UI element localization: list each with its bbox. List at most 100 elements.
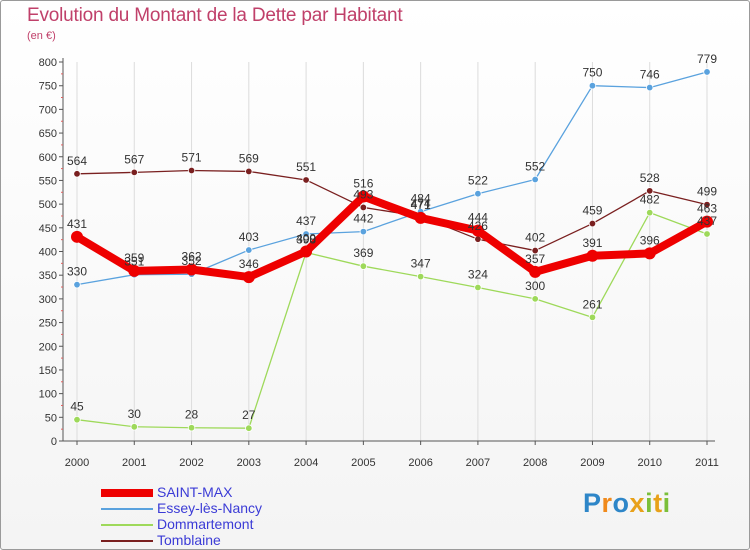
data-label: 516 — [353, 177, 373, 191]
data-point — [73, 280, 81, 289]
legend-swatch — [101, 524, 153, 526]
data-point — [185, 263, 198, 276]
logo-letter: o — [612, 488, 630, 518]
series-line — [76, 212, 708, 429]
data-label: 398 — [296, 232, 316, 246]
data-label: 522 — [468, 174, 488, 188]
x-tick-label: 2010 — [637, 457, 661, 469]
y-tick-label: 450 — [39, 223, 57, 235]
logo-letter: i — [662, 488, 671, 518]
data-label: 474 — [411, 196, 431, 210]
data-label: 402 — [525, 231, 545, 245]
data-label: 346 — [239, 257, 259, 271]
data-point — [416, 272, 425, 281]
x-tick-label: 2008 — [523, 457, 547, 469]
x-tick-label: 2002 — [179, 457, 203, 469]
logo-letter: x — [629, 488, 646, 518]
data-point — [474, 190, 482, 198]
data-point — [646, 83, 654, 92]
chart-title: Evolution du Montant de la Dette par Hab… — [27, 5, 403, 26]
data-point — [586, 249, 599, 262]
logo-letter: i — [645, 488, 654, 518]
legend-label: Dommartemont — [157, 516, 254, 532]
legend-swatch — [101, 508, 153, 510]
series-line — [76, 71, 708, 286]
data-label: 426 — [468, 219, 488, 233]
series-line — [73, 192, 711, 282]
data-point — [471, 224, 484, 237]
x-tick-label: 2011 — [695, 457, 719, 469]
data-label: 261 — [582, 297, 602, 311]
data-point — [703, 200, 711, 209]
data-label: 330 — [67, 265, 87, 279]
data-label: 564 — [67, 154, 87, 168]
data-point — [300, 245, 313, 258]
data-point — [588, 219, 597, 228]
data-point — [531, 175, 539, 184]
data-label: 27 — [242, 408, 256, 422]
x-tick-label: 2001 — [122, 457, 146, 469]
data-label: 499 — [697, 185, 717, 199]
proxiti-logo: Proxiti — [583, 488, 671, 519]
data-label: 347 — [411, 257, 431, 271]
data-label: 403 — [239, 230, 259, 244]
data-point — [73, 170, 81, 178]
data-point — [128, 264, 141, 277]
data-label: 30 — [128, 407, 142, 421]
data-label: 459 — [582, 204, 602, 218]
y-tick-label: 250 — [39, 318, 57, 330]
y-tick-label: 550 — [39, 175, 57, 187]
data-point — [703, 230, 711, 238]
data-label: 359 — [124, 251, 144, 265]
data-label: 396 — [640, 233, 660, 247]
data-point — [187, 166, 196, 175]
data-label: 444 — [468, 211, 488, 225]
y-tick-label: 750 — [39, 81, 57, 93]
y-tick-label: 500 — [39, 199, 57, 211]
data-point — [701, 215, 713, 228]
data-label: 571 — [182, 150, 202, 164]
y-tick-label: 50 — [45, 412, 57, 424]
x-tick-label: 2007 — [466, 457, 490, 469]
legend-label: SAINT-MAX — [157, 484, 233, 500]
data-label: 362 — [182, 250, 202, 264]
data-point — [646, 208, 654, 217]
data-point — [245, 246, 253, 254]
x-tick-label: 2003 — [237, 457, 261, 469]
data-label: 352 — [182, 254, 202, 268]
legend-swatch — [101, 489, 153, 497]
data-point — [357, 190, 370, 203]
data-label: 750 — [582, 66, 602, 80]
data-point — [359, 203, 368, 212]
data-point — [242, 271, 255, 284]
logo-letter: P — [583, 488, 602, 518]
data-label: 442 — [353, 212, 373, 226]
data-point — [529, 265, 542, 278]
data-label: 28 — [185, 408, 199, 422]
data-point — [643, 247, 656, 260]
data-label: 551 — [296, 160, 316, 174]
data-label: 400 — [296, 232, 316, 246]
data-label: 528 — [640, 171, 660, 185]
y-tick-label: 100 — [39, 389, 57, 401]
data-point — [187, 424, 196, 432]
legend-label: Tomblaine — [157, 532, 221, 548]
y-tick-label: 350 — [39, 270, 57, 282]
chart-subtitle: (en €) — [27, 30, 56, 42]
x-tick-label: 2009 — [580, 457, 604, 469]
y-tick-label: 700 — [39, 104, 57, 116]
data-point — [414, 211, 427, 224]
data-label: 351 — [124, 255, 144, 269]
data-point — [359, 227, 368, 236]
y-tick-label: 0 — [51, 436, 57, 448]
data-point — [588, 313, 597, 322]
data-label: 463 — [697, 202, 717, 216]
legend-label: Essey-lès-Nancy — [157, 500, 263, 516]
data-label: 369 — [353, 246, 373, 260]
data-label: 567 — [124, 152, 144, 166]
logo-letter: r — [601, 488, 613, 518]
x-tick-label: 2006 — [408, 457, 432, 469]
data-point — [302, 176, 310, 184]
data-label: 471 — [411, 198, 431, 212]
